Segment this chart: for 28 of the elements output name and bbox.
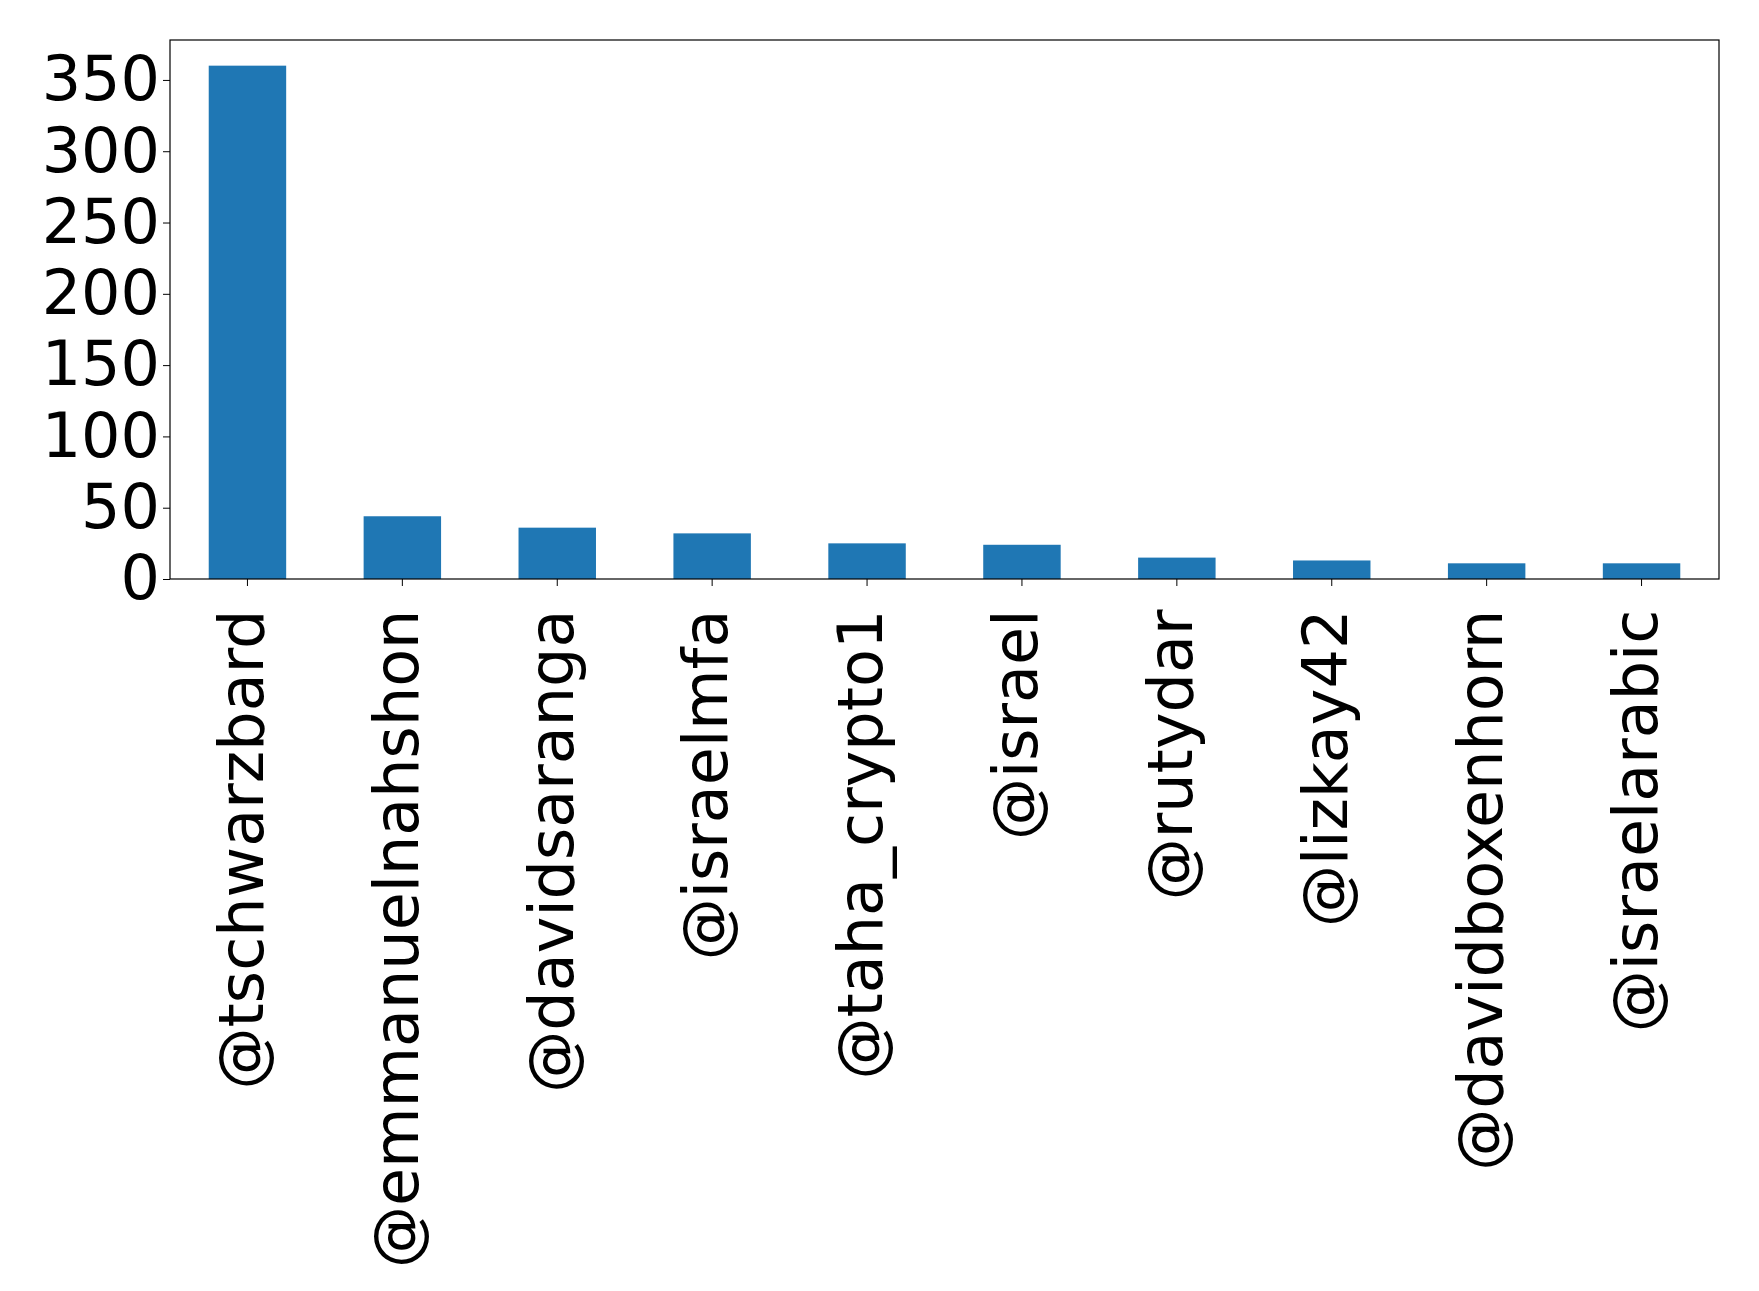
y-tick-label: 200 — [41, 256, 160, 330]
bar — [983, 544, 1061, 579]
y-tick-label: 0 — [120, 541, 160, 615]
x-tick-label: @israelmfa — [669, 609, 743, 961]
bar — [1447, 563, 1526, 579]
bar — [1602, 563, 1681, 579]
x-tick-label: @israel — [979, 609, 1053, 840]
x-tick-label: @emmanuelnahshon — [359, 609, 433, 1268]
y-tick-label: 250 — [41, 184, 160, 258]
x-tick-label: @lizkay42 — [1289, 609, 1363, 927]
bar — [673, 533, 751, 579]
bar — [518, 527, 596, 579]
bar — [363, 516, 442, 579]
y-tick-label: 50 — [81, 470, 160, 544]
y-tick-label: 350 — [41, 42, 160, 116]
y-tick-label: 300 — [41, 113, 160, 187]
x-tick-label: @tschwarzbard — [204, 609, 278, 1090]
x-tick-label: @davidsaranga — [514, 609, 588, 1093]
bar — [1293, 560, 1371, 579]
bar — [208, 65, 287, 579]
y-tick-label: 150 — [41, 327, 160, 401]
bar — [828, 543, 906, 579]
x-tick-label: @taha_crypto1 — [824, 609, 898, 1080]
y-tick-label: 100 — [41, 398, 160, 472]
x-tick-label: @davidboxenhorn — [1443, 609, 1517, 1171]
x-tick-label: @israelarabic — [1598, 609, 1672, 1033]
x-tick-label: @rutydar — [1134, 609, 1208, 901]
bar — [1138, 557, 1216, 579]
